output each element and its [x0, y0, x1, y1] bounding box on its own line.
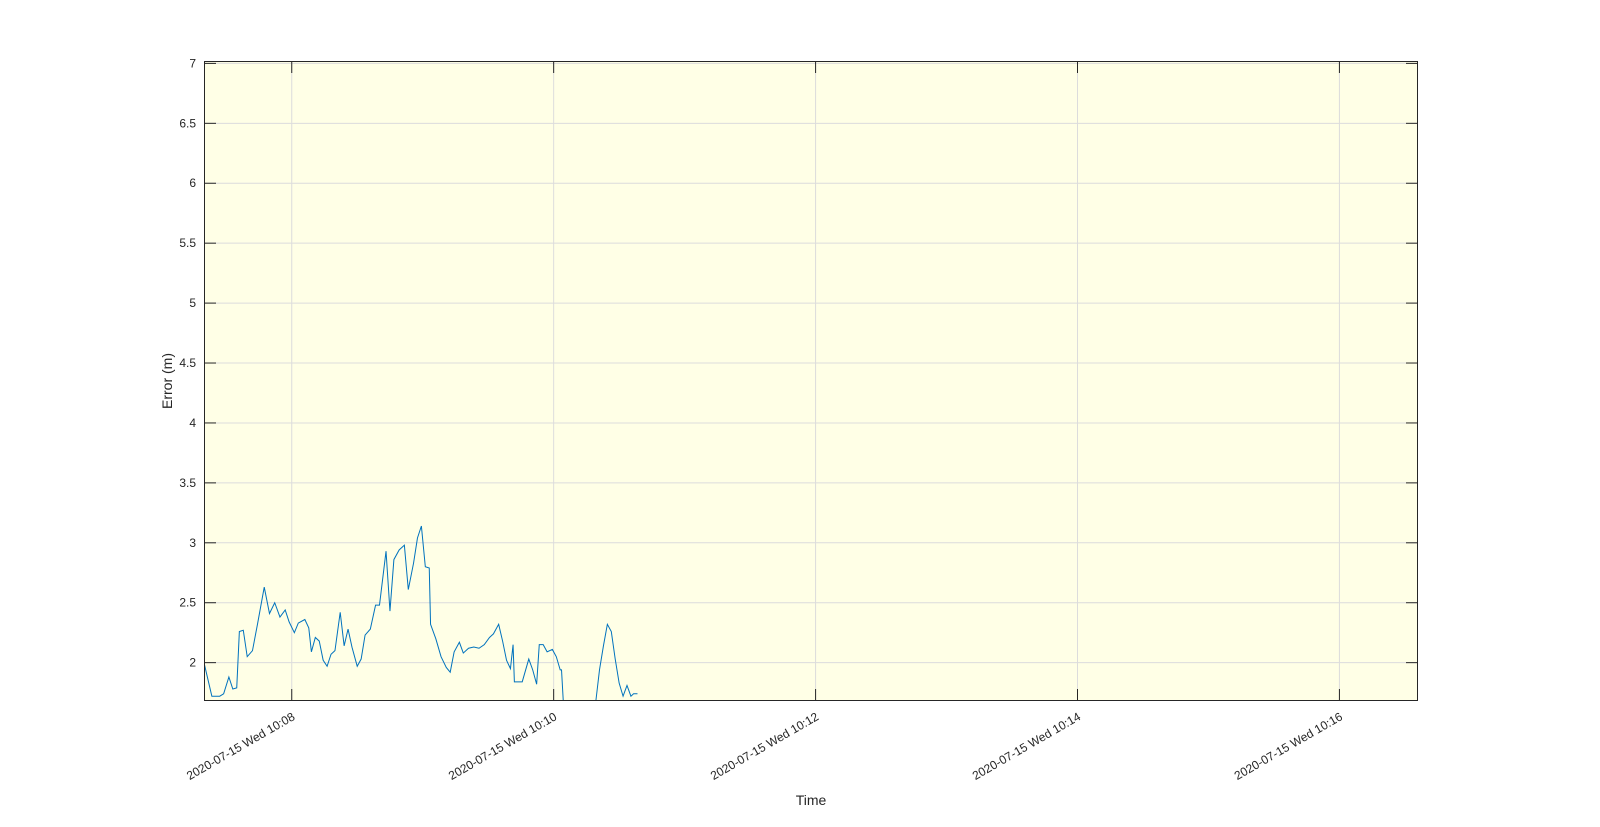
x-tick-label: 2020-07-15 Wed 10:08 [184, 709, 297, 783]
y-tick-label: 6 [189, 176, 196, 190]
y-tick-label: 3 [189, 536, 196, 550]
x-tick-label: 2020-07-15 Wed 10:14 [970, 709, 1083, 783]
grid [204, 61, 1418, 701]
x-tick-label: 2020-07-15 Wed 10:12 [708, 709, 821, 783]
y-tick-label: 4.5 [179, 356, 196, 370]
x-axis-label: Time [796, 792, 827, 808]
y-tick-label: 5 [189, 296, 196, 310]
y-axis-label: Error (m) [159, 353, 175, 409]
y-tick-label: 2 [189, 656, 196, 670]
y-tick-label: 7 [189, 56, 196, 70]
data-line [204, 525, 638, 701]
y-tick-label: 2.5 [179, 596, 196, 610]
y-tick-label: 3.5 [179, 476, 196, 490]
plot-area [204, 525, 638, 701]
y-tick-label: 4 [189, 416, 196, 430]
x-tick-label: 2020-07-15 Wed 10:16 [1232, 709, 1345, 783]
y-tick-label: 5.5 [179, 236, 196, 250]
x-tick-label: 2020-07-15 Wed 10:10 [446, 709, 559, 783]
axes-box [204, 61, 1418, 701]
y-tick-label: 6.5 [179, 116, 196, 130]
plot-background [204, 61, 1418, 701]
